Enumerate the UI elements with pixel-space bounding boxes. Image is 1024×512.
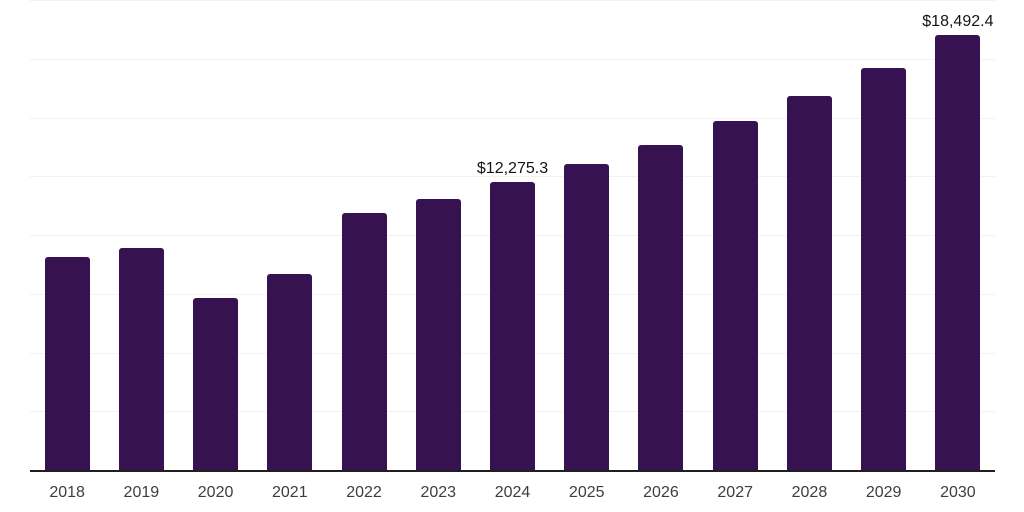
x-tick-2022: 2022 xyxy=(346,484,382,501)
bar-2024[interactable] xyxy=(490,181,535,470)
bar-2028[interactable] xyxy=(786,96,832,470)
plot-area: $12,275.3 $18,492.4 xyxy=(30,0,995,472)
bar-2026[interactable] xyxy=(638,144,684,470)
x-tick-2021: 2021 xyxy=(272,484,308,501)
bar-2029[interactable] xyxy=(861,68,907,470)
gridline xyxy=(30,117,995,119)
x-tick-2030: 2030 xyxy=(940,484,976,501)
bar-2018[interactable] xyxy=(44,256,90,470)
x-tick-2028: 2028 xyxy=(791,484,828,501)
x-tick-2024: 2024 xyxy=(494,484,531,501)
data-label-2024: $12,275.3 xyxy=(476,159,549,177)
x-tick-2018: 2018 xyxy=(49,484,85,501)
bar-2022[interactable] xyxy=(341,213,387,470)
x-tick-2019: 2019 xyxy=(123,484,160,501)
x-tick-2023: 2023 xyxy=(420,484,457,501)
bar-2027[interactable] xyxy=(712,120,758,470)
bar-2021[interactable] xyxy=(267,274,313,470)
x-axis: 2018 2019 2020 2021 2022 2023 2024 2025 2026 2027… xyxy=(30,483,995,503)
bar-2025[interactable] xyxy=(564,164,610,470)
bar-2020[interactable] xyxy=(193,298,239,470)
x-tick-2029: 2029 xyxy=(865,484,902,501)
data-label-2030: $18,492.4 xyxy=(922,13,994,31)
x-tick-2020: 2020 xyxy=(197,484,234,501)
bar-2023[interactable] xyxy=(415,198,461,470)
gridline xyxy=(30,0,995,1)
x-tick-2025: 2025 xyxy=(568,484,605,501)
gridline xyxy=(30,58,995,60)
x-tick-2026: 2026 xyxy=(643,484,679,501)
bar-2019[interactable] xyxy=(118,247,164,470)
bar-2030[interactable] xyxy=(935,35,981,470)
gridline xyxy=(30,176,995,178)
x-tick-2027: 2027 xyxy=(717,484,753,501)
